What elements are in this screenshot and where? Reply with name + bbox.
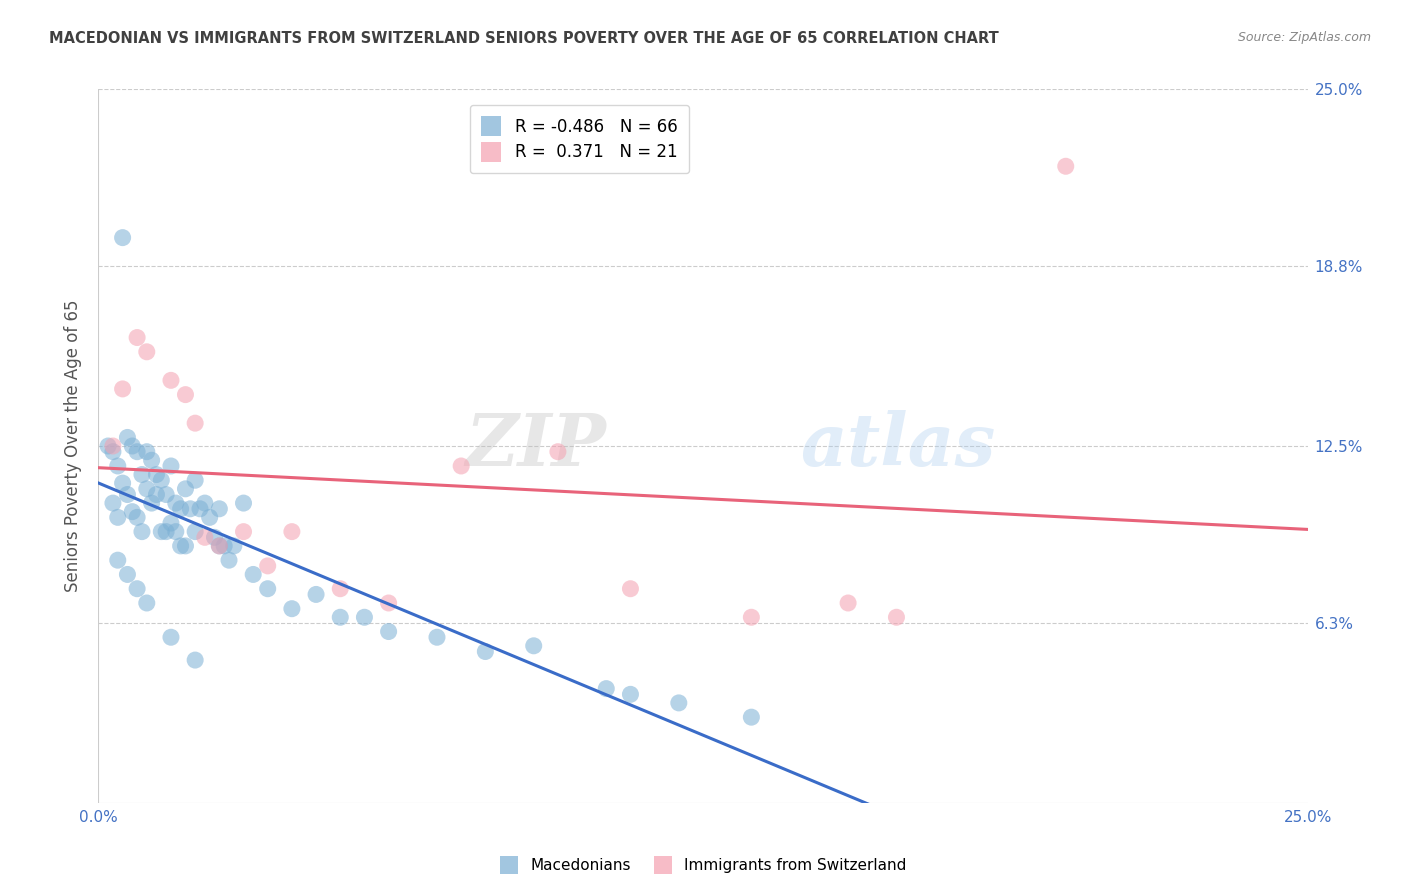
Point: [547, 444, 569, 458]
Point: [111, 230, 134, 244]
Point: [377, 624, 399, 639]
Point: [281, 601, 304, 615]
Point: [165, 524, 187, 539]
Point: [426, 630, 449, 644]
Point: [208, 539, 231, 553]
Point: [619, 582, 641, 596]
Point: [740, 710, 762, 724]
Point: [184, 473, 207, 487]
Point: [232, 524, 254, 539]
Point: [131, 467, 153, 482]
Point: [127, 444, 149, 458]
Point: [135, 444, 157, 458]
Point: [256, 558, 278, 573]
Point: [595, 681, 617, 696]
Point: [117, 430, 139, 444]
Point: [194, 496, 217, 510]
Point: [329, 610, 352, 624]
Point: [169, 539, 191, 553]
Point: [208, 539, 231, 553]
Point: [135, 344, 157, 359]
Point: [174, 387, 197, 401]
Point: [174, 539, 197, 553]
Point: [668, 696, 690, 710]
Point: [135, 482, 157, 496]
Point: [184, 653, 207, 667]
Point: [184, 416, 207, 430]
Point: [117, 487, 139, 501]
Point: [222, 539, 245, 553]
Point: [198, 510, 221, 524]
Point: [377, 596, 399, 610]
Point: [135, 596, 157, 610]
Point: [127, 330, 149, 344]
Point: [886, 610, 908, 624]
Point: [111, 476, 134, 491]
Point: [232, 496, 254, 510]
Point: [256, 582, 278, 596]
Point: [160, 516, 183, 530]
Point: [450, 458, 472, 473]
Point: [101, 496, 124, 510]
Point: [141, 453, 163, 467]
Point: [194, 530, 217, 544]
Point: [353, 610, 375, 624]
Point: [188, 501, 211, 516]
Point: [523, 639, 546, 653]
Point: [305, 587, 328, 601]
Point: [145, 487, 167, 501]
Text: ZIP: ZIP: [465, 410, 606, 482]
Point: [127, 582, 149, 596]
Point: [121, 439, 143, 453]
Point: [150, 524, 173, 539]
Point: [837, 596, 859, 610]
Point: [242, 567, 264, 582]
Point: [145, 467, 167, 482]
Point: [160, 458, 183, 473]
Point: [281, 524, 304, 539]
Point: [160, 630, 183, 644]
Point: [204, 530, 226, 544]
Point: [150, 473, 173, 487]
Y-axis label: Seniors Poverty Over the Age of 65: Seniors Poverty Over the Age of 65: [63, 300, 82, 592]
Point: [101, 444, 124, 458]
Point: [160, 373, 183, 387]
Point: [740, 610, 762, 624]
Text: Source: ZipAtlas.com: Source: ZipAtlas.com: [1237, 31, 1371, 45]
Point: [107, 510, 129, 524]
Text: MACEDONIAN VS IMMIGRANTS FROM SWITZERLAND SENIORS POVERTY OVER THE AGE OF 65 COR: MACEDONIAN VS IMMIGRANTS FROM SWITZERLAN…: [49, 31, 998, 46]
Legend: Macedonians, Immigrants from Switzerland: Macedonians, Immigrants from Switzerland: [494, 850, 912, 880]
Point: [1054, 159, 1077, 173]
Point: [107, 458, 129, 473]
Point: [131, 524, 153, 539]
Point: [169, 501, 191, 516]
Point: [474, 644, 496, 658]
Point: [97, 439, 120, 453]
Point: [121, 505, 143, 519]
Point: [218, 553, 240, 567]
Point: [619, 687, 641, 701]
Point: [141, 496, 163, 510]
Legend: R = -0.486   N = 66, R =  0.371   N = 21: R = -0.486 N = 66, R = 0.371 N = 21: [470, 104, 689, 173]
Point: [107, 553, 129, 567]
Point: [155, 487, 177, 501]
Point: [179, 501, 201, 516]
Point: [165, 496, 187, 510]
Point: [208, 501, 231, 516]
Point: [117, 567, 139, 582]
Text: atlas: atlas: [800, 410, 995, 482]
Point: [184, 524, 207, 539]
Point: [127, 510, 149, 524]
Point: [111, 382, 134, 396]
Point: [101, 439, 124, 453]
Point: [329, 582, 352, 596]
Point: [155, 524, 177, 539]
Point: [174, 482, 197, 496]
Point: [212, 539, 235, 553]
